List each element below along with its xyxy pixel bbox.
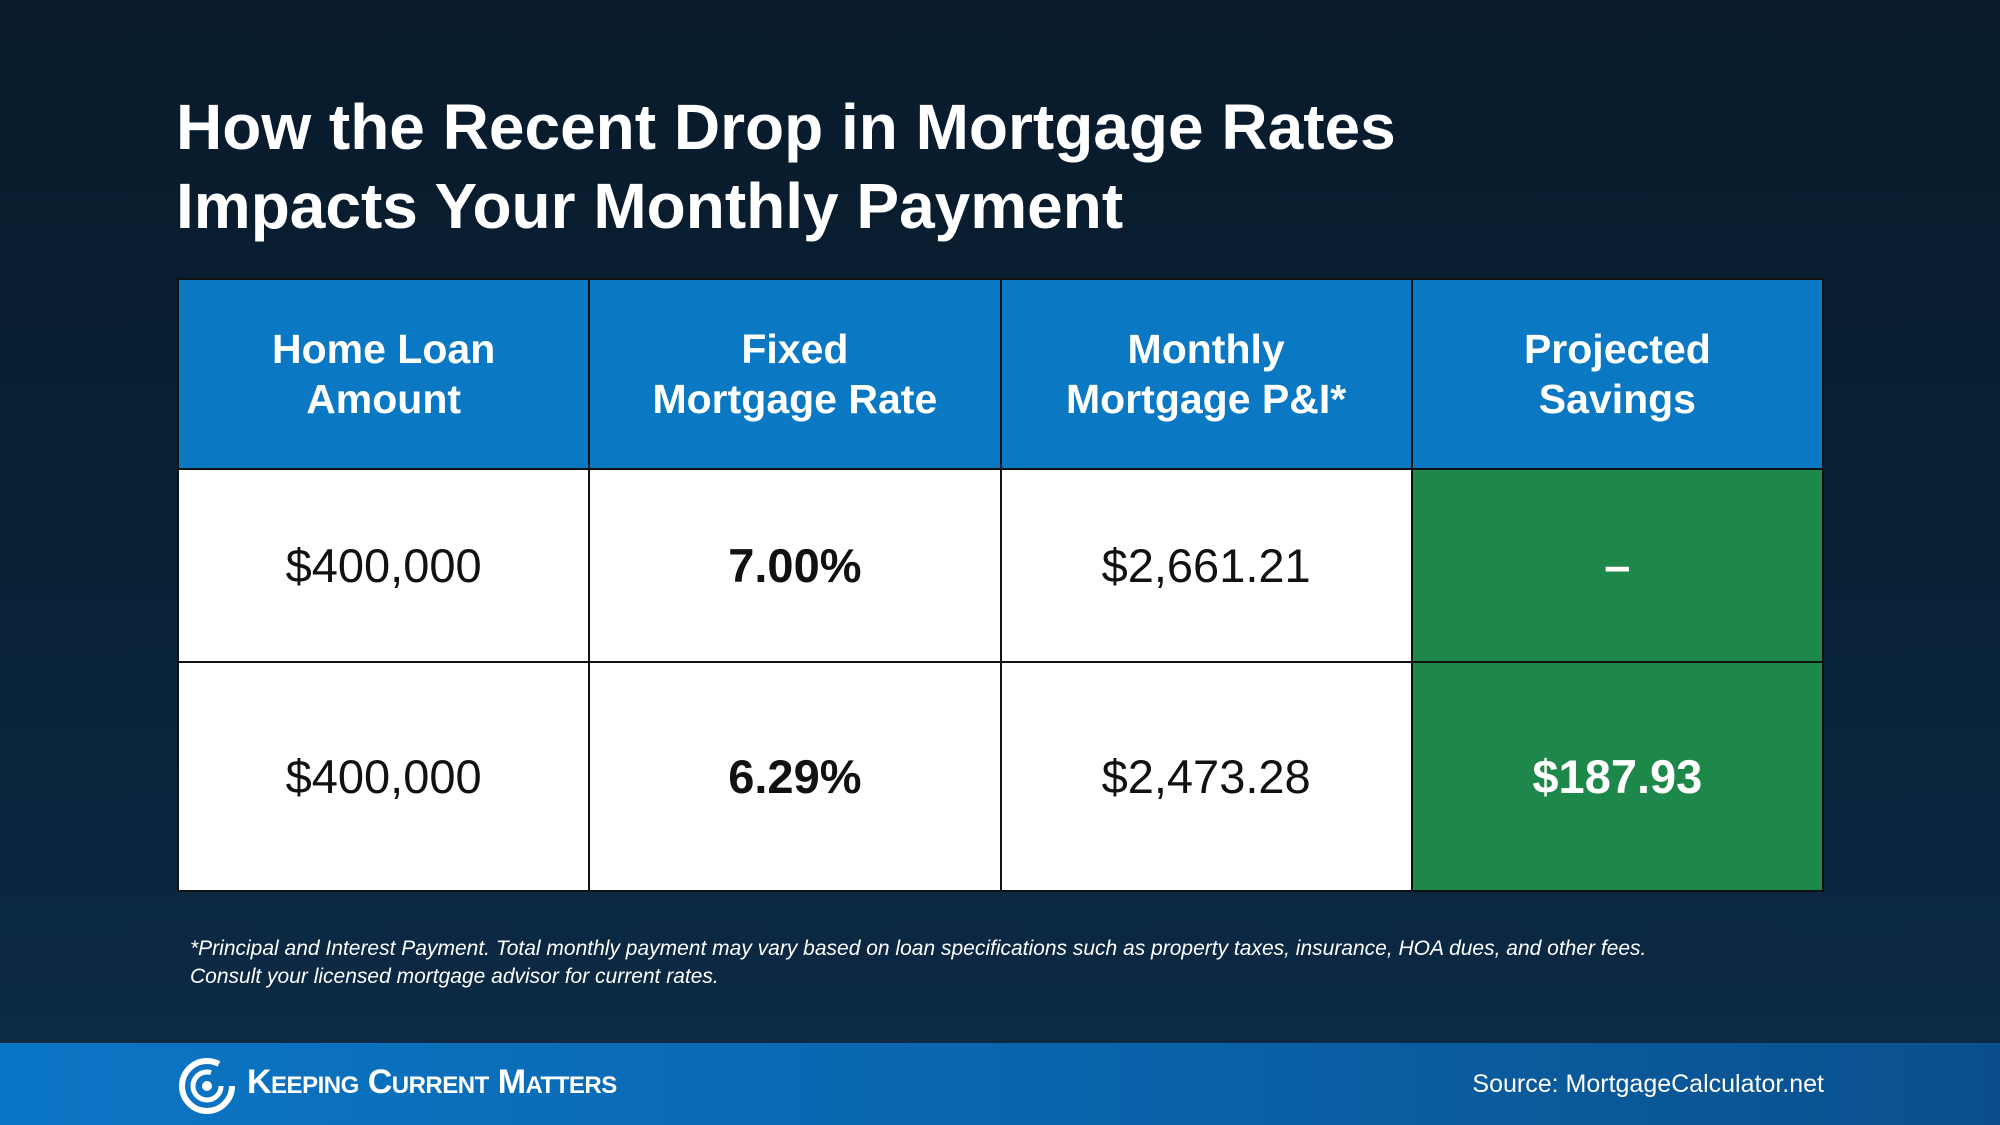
title-line: How the Recent Drop in Mortgage Rates — [176, 91, 1396, 163]
table-row: $400,000 7.00% $2,661.21 – — [176, 468, 1825, 663]
footnote-line: *Principal and Interest Payment. Total m… — [190, 937, 1647, 960]
header-line: Mortgage Rate — [652, 376, 938, 422]
header-cell: Monthly Mortgage P&I* — [999, 278, 1413, 470]
header-line: Home Loan — [272, 326, 496, 372]
header-cell: Projected Savings — [1410, 278, 1825, 470]
footer: Keeping Current Matters Source: Mortgage… — [0, 1043, 2000, 1125]
savings-cell: – — [1410, 468, 1825, 663]
header-line: Monthly — [1127, 326, 1285, 372]
header-line: Mortgage P&I* — [1066, 376, 1347, 422]
title: How the Recent Drop in Mortgage Rates Im… — [176, 88, 1396, 246]
payment-cell: $2,473.28 — [999, 661, 1413, 892]
payment-cell: $2,661.21 — [999, 468, 1413, 663]
header-line: Projected — [1523, 326, 1711, 372]
header-line: Fixed — [741, 326, 849, 372]
loan-cell: $400,000 — [176, 661, 591, 892]
footnote: *Principal and Interest Payment. Total m… — [190, 935, 1646, 991]
header-line: Savings — [1538, 376, 1696, 422]
brand: Keeping Current Matters — [247, 1063, 617, 1101]
rate-cell: 7.00% — [588, 468, 1002, 663]
header-cell: Home Loan Amount — [176, 278, 591, 470]
header-row: Home Loan Amount Fixed Mortgage Rate Month… — [176, 278, 1825, 470]
logo-icon — [179, 1058, 235, 1114]
header-cell: Fixed Mortgage Rate — [588, 278, 1002, 470]
header-line: Amount — [306, 376, 462, 422]
rates-table: Home Loan Amount Fixed Mortgage Rate Month… — [176, 278, 1825, 892]
rate-cell: 6.29% — [588, 661, 1002, 892]
title-line: Impacts Your Monthly Payment — [176, 170, 1124, 242]
savings-cell: $187.93 — [1410, 661, 1825, 892]
table-row: $400,000 6.29% $2,473.28 $187.93 — [176, 661, 1825, 892]
footnote-line: Consult your licensed mortgage advisor f… — [190, 965, 719, 988]
source: Source: MortgageCalculator.net — [1472, 1070, 1824, 1098]
loan-cell: $400,000 — [176, 468, 591, 663]
